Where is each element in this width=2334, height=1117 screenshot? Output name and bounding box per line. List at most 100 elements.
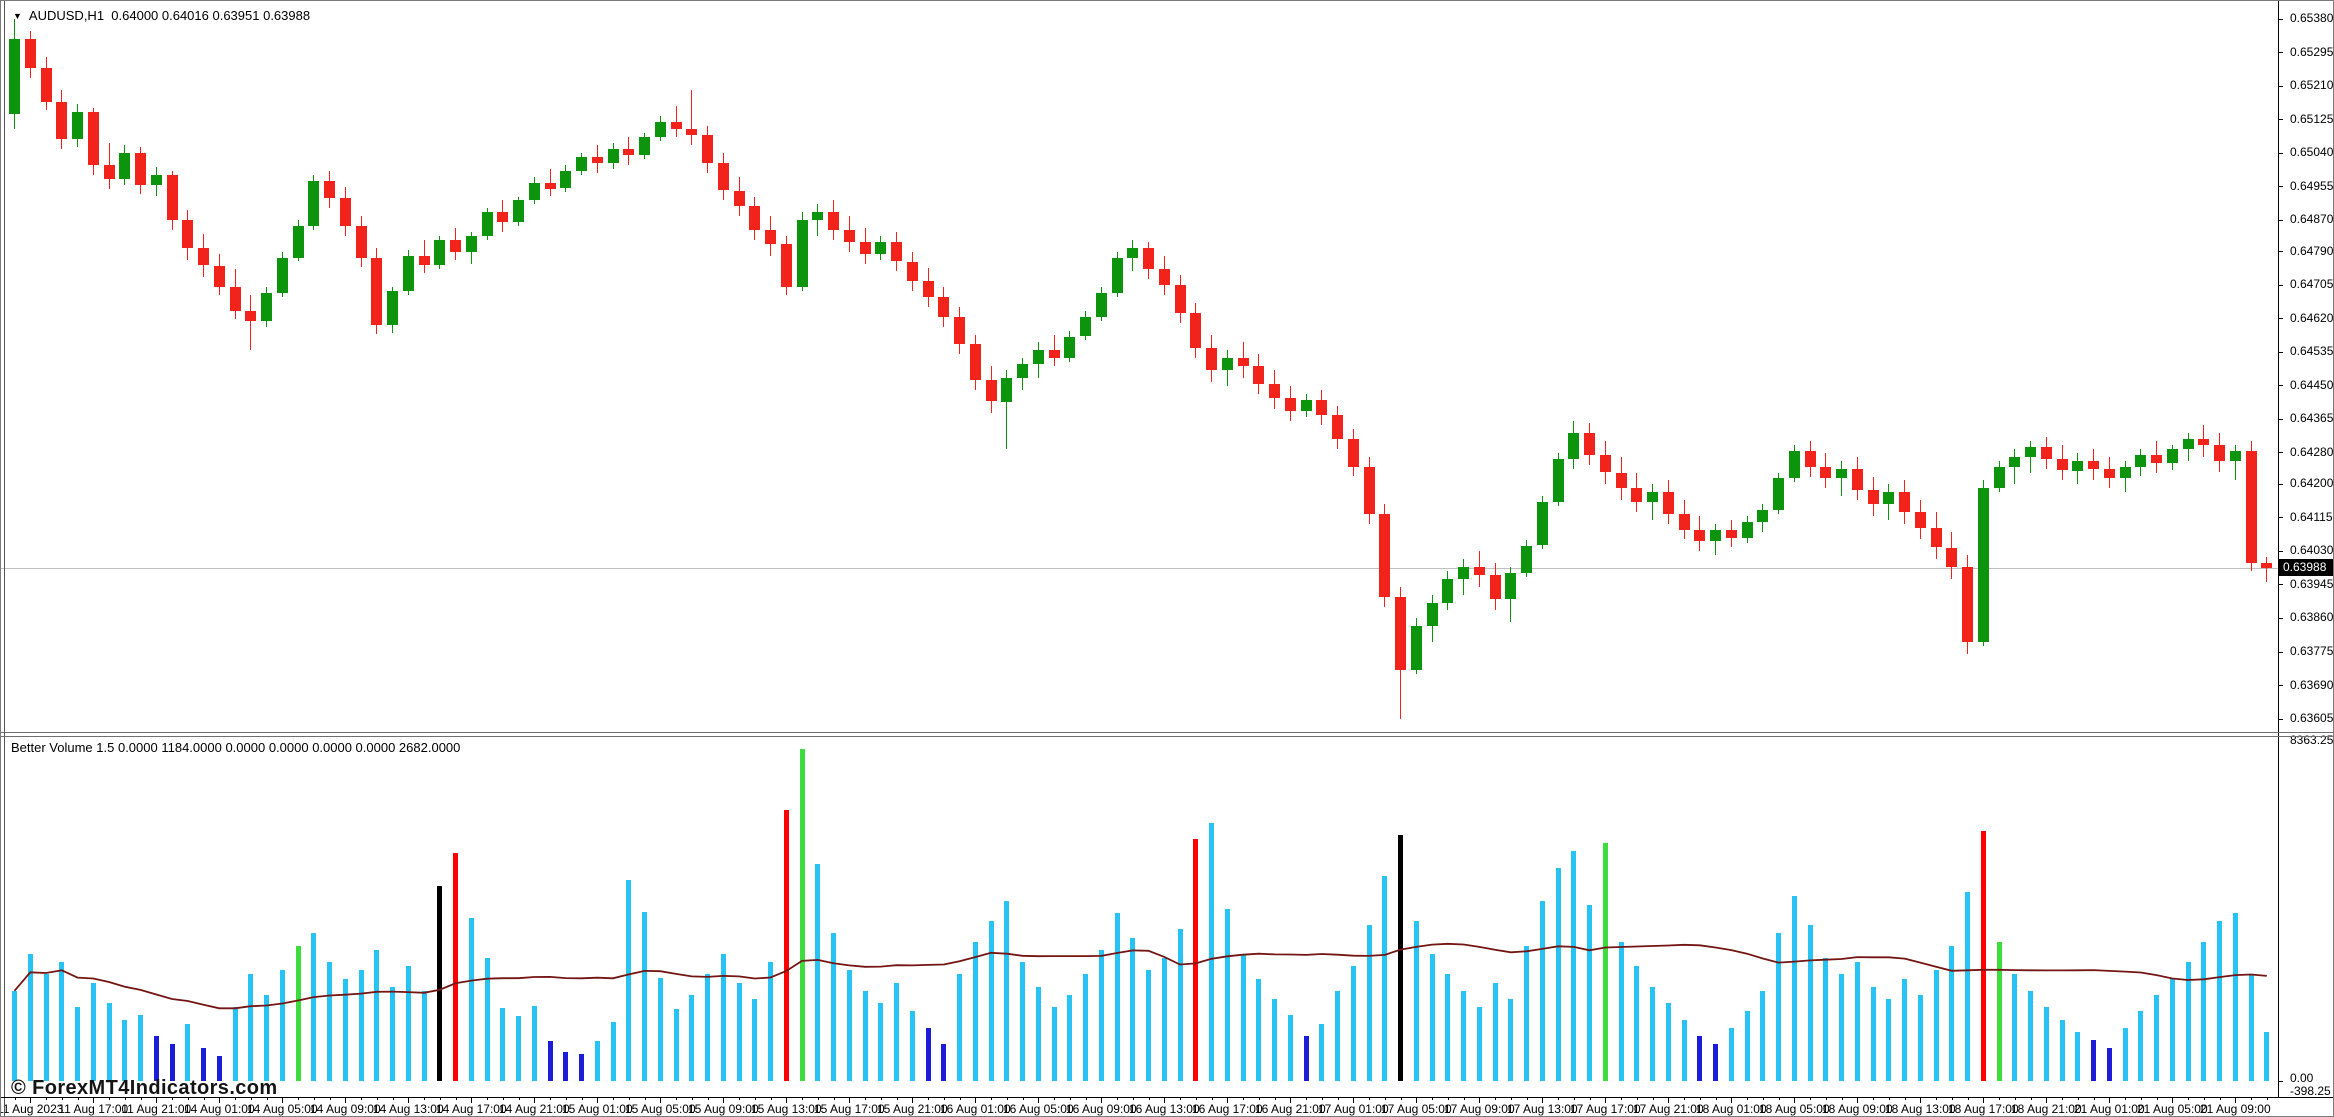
price-tick-mark xyxy=(2278,52,2283,53)
volume-bar xyxy=(579,1054,584,1081)
volume-bar xyxy=(1492,982,1498,1081)
time-tick-mark xyxy=(1195,1097,1197,1100)
volume-bar xyxy=(2201,941,2207,1081)
panel-splitter-line[interactable] xyxy=(1,736,2333,737)
time-tick-mark xyxy=(1132,1097,1134,1100)
time-tick-mark xyxy=(565,1097,567,1100)
time-tick-mark xyxy=(912,1097,914,1103)
candle-body xyxy=(1158,269,1170,286)
candle-body xyxy=(1552,458,1564,503)
candle-body xyxy=(1426,602,1438,627)
time-tick-mark xyxy=(896,1097,898,1100)
time-tick-mark xyxy=(282,1097,284,1103)
candle-body xyxy=(796,220,808,288)
price-tick-label: 0.65040 xyxy=(2290,145,2334,160)
time-tick-mark xyxy=(691,1097,693,1100)
candle-body xyxy=(2198,439,2210,445)
candle-body xyxy=(182,220,194,248)
candle-body xyxy=(371,257,383,325)
time-tick-mark xyxy=(1479,1097,1481,1103)
candle-body xyxy=(1568,433,1580,459)
candle-body xyxy=(87,111,99,165)
volume-bar xyxy=(1287,1015,1293,1081)
price-tick-label: 0.65125 xyxy=(2290,111,2334,126)
volume-bar xyxy=(1335,990,1340,1081)
candle-body xyxy=(1804,450,1816,467)
candle-body xyxy=(213,265,225,288)
volume-bar xyxy=(1933,970,1939,1081)
volume-bar xyxy=(941,1044,947,1081)
volume-bar xyxy=(500,1007,506,1081)
volume-bar xyxy=(2028,990,2033,1081)
price-tick-label: 0.63775 xyxy=(2290,644,2334,658)
price-tick-label: 0.64450 xyxy=(2290,377,2334,392)
volume-bar xyxy=(1461,990,1466,1081)
time-tick-mark xyxy=(46,1097,47,1100)
panel-splitter-line[interactable] xyxy=(1,732,2333,733)
candle-body xyxy=(906,261,918,282)
time-tick-mark xyxy=(14,1097,16,1100)
candle-body xyxy=(1395,596,1406,670)
time-tick-mark xyxy=(1180,1097,1181,1100)
price-tick-mark xyxy=(2278,385,2283,387)
candle-body xyxy=(1914,512,1926,528)
time-tick-mark xyxy=(1416,1097,1418,1103)
time-tick-mark xyxy=(235,1097,236,1100)
symbol-timeframe-label: AUDUSD,H1 xyxy=(28,8,105,23)
time-tick-mark xyxy=(1999,1097,2000,1100)
volume-bar xyxy=(232,1007,238,1081)
volume-zero-label: 0.00 xyxy=(2290,1071,2314,1085)
price-tick-mark xyxy=(2278,617,2283,619)
time-tick-mark xyxy=(471,1097,473,1103)
volume-bar xyxy=(138,1015,143,1081)
time-tick-mark xyxy=(1888,1097,1890,1100)
candle-body xyxy=(1111,257,1123,294)
time-tick-mark xyxy=(1967,1097,1969,1100)
time-tick-mark xyxy=(770,1097,772,1100)
time-tick-label: 16 Aug 05:00 xyxy=(1002,1102,1074,1116)
candle-wick xyxy=(2234,444,2236,481)
time-tick-mark xyxy=(1951,1097,1953,1100)
volume-bar xyxy=(1713,1044,1718,1081)
time-tick-mark xyxy=(1904,1097,1906,1100)
candle-body xyxy=(2025,446,2036,457)
volume-bar xyxy=(2248,974,2254,1081)
candle-wick xyxy=(691,90,693,146)
price-tick-mark xyxy=(2278,418,2283,420)
volume-bar xyxy=(594,1041,600,1081)
price-tick-label: 0.63605 xyxy=(2290,711,2334,725)
time-tick-label: 15 Aug 05:00 xyxy=(624,1102,696,1116)
volume-bar xyxy=(201,1048,206,1081)
candle-wick xyxy=(1006,370,1008,449)
candle-body xyxy=(1741,521,1753,538)
volume-bar xyxy=(264,994,269,1081)
candle-body xyxy=(1851,468,1863,491)
candle-body xyxy=(2214,444,2225,461)
symbol-marker-icon[interactable]: ▼ xyxy=(13,11,22,21)
time-tick-label: 16 Aug 17:00 xyxy=(1191,1102,1263,1116)
candle-body xyxy=(418,255,430,266)
time-tick-mark xyxy=(93,1097,95,1103)
volume-bar xyxy=(1429,953,1435,1081)
candle-body xyxy=(749,206,761,230)
time-tick-mark xyxy=(424,1097,425,1100)
candle-body xyxy=(56,101,68,140)
candle-body xyxy=(1363,466,1375,514)
candle-body xyxy=(1647,492,1658,503)
price-tick-label: 0.64280 xyxy=(2290,444,2334,459)
volume-bar xyxy=(279,970,285,1081)
volume-bar xyxy=(1067,994,1073,1081)
time-tick-mark xyxy=(156,1097,158,1103)
volume-bar xyxy=(1902,978,1907,1081)
volume-bar xyxy=(1035,986,1041,1081)
candle-body xyxy=(261,293,272,321)
volume-bar xyxy=(2122,1027,2128,1081)
time-tick-mark xyxy=(2140,1097,2142,1100)
candle-body xyxy=(1473,567,1485,576)
candle-wick xyxy=(2266,556,2268,583)
time-tick-mark xyxy=(707,1097,709,1100)
candle-body xyxy=(670,121,682,130)
time-tick-mark xyxy=(376,1097,378,1100)
volume-bar xyxy=(972,941,978,1081)
